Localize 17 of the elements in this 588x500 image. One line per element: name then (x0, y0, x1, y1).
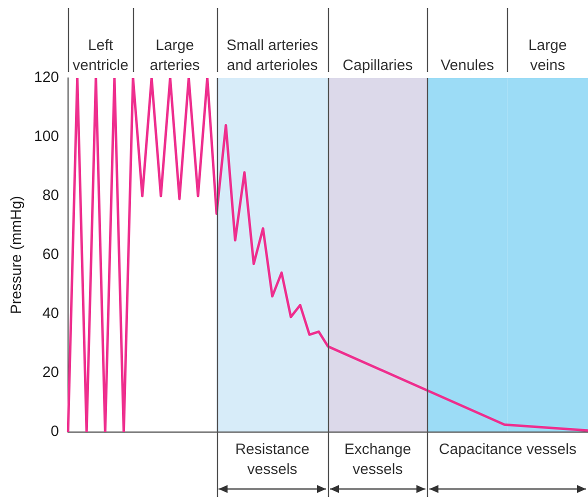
y-tick-label: 80 (42, 187, 60, 204)
text: Resistance vessels (235, 441, 310, 478)
text: Capillaries (342, 57, 413, 74)
text: Small arteries and arterioles (226, 37, 318, 74)
text: Exchange vessels (344, 441, 412, 478)
text: Venules (440, 57, 494, 74)
text: Large arteries (150, 37, 200, 74)
text: Left ventricle (72, 37, 128, 74)
y-tick-label: 60 (42, 246, 60, 264)
y-tick-label: 20 (42, 364, 60, 382)
y-axis-title: Pressure (mmHg) (8, 196, 26, 314)
y-tick-label: 0 (50, 423, 60, 440)
text: Capacitance vessels (438, 441, 576, 458)
y-tick-label: 100 (34, 128, 60, 146)
y-tick-label: 40 (42, 305, 60, 322)
text: Large veins (528, 37, 567, 74)
y-tick-label: 120 (34, 69, 60, 86)
